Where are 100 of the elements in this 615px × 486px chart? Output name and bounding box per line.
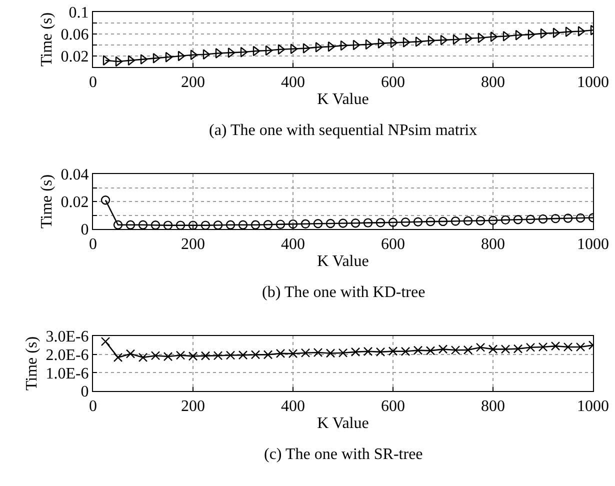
- point: [150, 351, 160, 360]
- point: [326, 348, 336, 358]
- point: [438, 344, 448, 354]
- point: [452, 34, 460, 45]
- point: [102, 55, 110, 66]
- point: [176, 350, 186, 360]
- point: [538, 342, 548, 352]
- point: [178, 50, 186, 62]
- point: [402, 37, 410, 48]
- x-tick-label: 200: [181, 236, 205, 254]
- point: [438, 216, 448, 226]
- text: (c) The one with SR-tree: [264, 446, 423, 463]
- point: [278, 44, 286, 55]
- x-tick-label: 600: [381, 74, 405, 92]
- point: [463, 216, 473, 226]
- point: [378, 38, 386, 49]
- point: [263, 350, 273, 360]
- point: [513, 344, 523, 354]
- x-tick-label: 1000: [577, 74, 609, 92]
- point: [440, 34, 448, 46]
- point: [528, 29, 536, 40]
- point: [302, 43, 310, 54]
- point: [563, 342, 573, 352]
- point: [415, 36, 423, 47]
- point: [228, 47, 236, 58]
- point: [176, 220, 186, 229]
- point: [550, 341, 560, 351]
- point: [338, 348, 348, 358]
- point: [113, 352, 123, 362]
- point: [428, 35, 436, 46]
- y-tick-label: 0.04: [60, 166, 89, 184]
- y-tick-label: 0.06: [60, 26, 89, 44]
- point: [576, 213, 586, 223]
- point: [340, 40, 348, 51]
- point: [188, 220, 198, 229]
- point: [350, 218, 360, 228]
- point: [100, 336, 110, 346]
- point: [576, 342, 586, 352]
- point: [376, 347, 386, 357]
- point: [450, 346, 460, 355]
- point: [226, 350, 236, 360]
- x-tick-label: 600: [381, 398, 405, 416]
- point: [476, 216, 486, 226]
- x-tick-label: 800: [481, 236, 505, 254]
- x-tick-label: 800: [481, 74, 505, 92]
- point: [126, 220, 136, 229]
- point: [128, 55, 136, 66]
- y-tick-label: 0.1: [68, 4, 89, 22]
- point: [238, 220, 248, 229]
- point: [200, 220, 210, 229]
- point: [363, 346, 373, 356]
- point: [188, 352, 198, 361]
- x-tick-label: 200: [181, 74, 205, 92]
- point: [350, 347, 360, 357]
- point: [150, 220, 160, 229]
- point: [250, 350, 260, 360]
- x-tick-label: 200: [181, 398, 205, 416]
- point: [276, 348, 286, 358]
- y-axis-title: Time (s): [24, 336, 41, 391]
- x-axis-title: K Value: [317, 252, 369, 270]
- point: [390, 38, 398, 48]
- point: [240, 46, 248, 58]
- point: [113, 220, 123, 229]
- point: [490, 32, 498, 42]
- x-tick-label: 600: [381, 236, 405, 254]
- point: [250, 220, 260, 229]
- point: [326, 218, 336, 228]
- point: [365, 39, 373, 50]
- point: [288, 219, 298, 229]
- y-tick-label: 2.0E-6: [46, 346, 89, 364]
- y-tick-label: 0: [80, 222, 89, 239]
- y-tick-label: 0.02: [60, 48, 89, 66]
- point: [213, 220, 223, 229]
- point: [363, 218, 373, 228]
- point: [263, 220, 273, 229]
- point: [463, 345, 473, 355]
- point: [276, 220, 286, 229]
- y-tick-label: 0.02: [60, 194, 89, 212]
- point: [513, 215, 523, 224]
- point: [388, 346, 398, 356]
- x-tick-label: 400: [281, 398, 305, 416]
- y-tick-label: 1.0E-6: [46, 365, 89, 382]
- point: [413, 346, 423, 355]
- point: [565, 26, 573, 38]
- point: [313, 348, 323, 358]
- point: [488, 344, 498, 354]
- point: [465, 33, 473, 44]
- point: [515, 30, 523, 40]
- point: [165, 52, 173, 62]
- point: [338, 218, 348, 228]
- point: [526, 214, 536, 224]
- point: [288, 349, 298, 358]
- point: [265, 45, 273, 56]
- point: [476, 342, 486, 352]
- point: [500, 215, 510, 225]
- point: [300, 219, 310, 229]
- x-tick-label: 1000: [577, 236, 609, 254]
- point: [328, 41, 336, 52]
- point: [578, 26, 586, 36]
- point: [190, 50, 198, 60]
